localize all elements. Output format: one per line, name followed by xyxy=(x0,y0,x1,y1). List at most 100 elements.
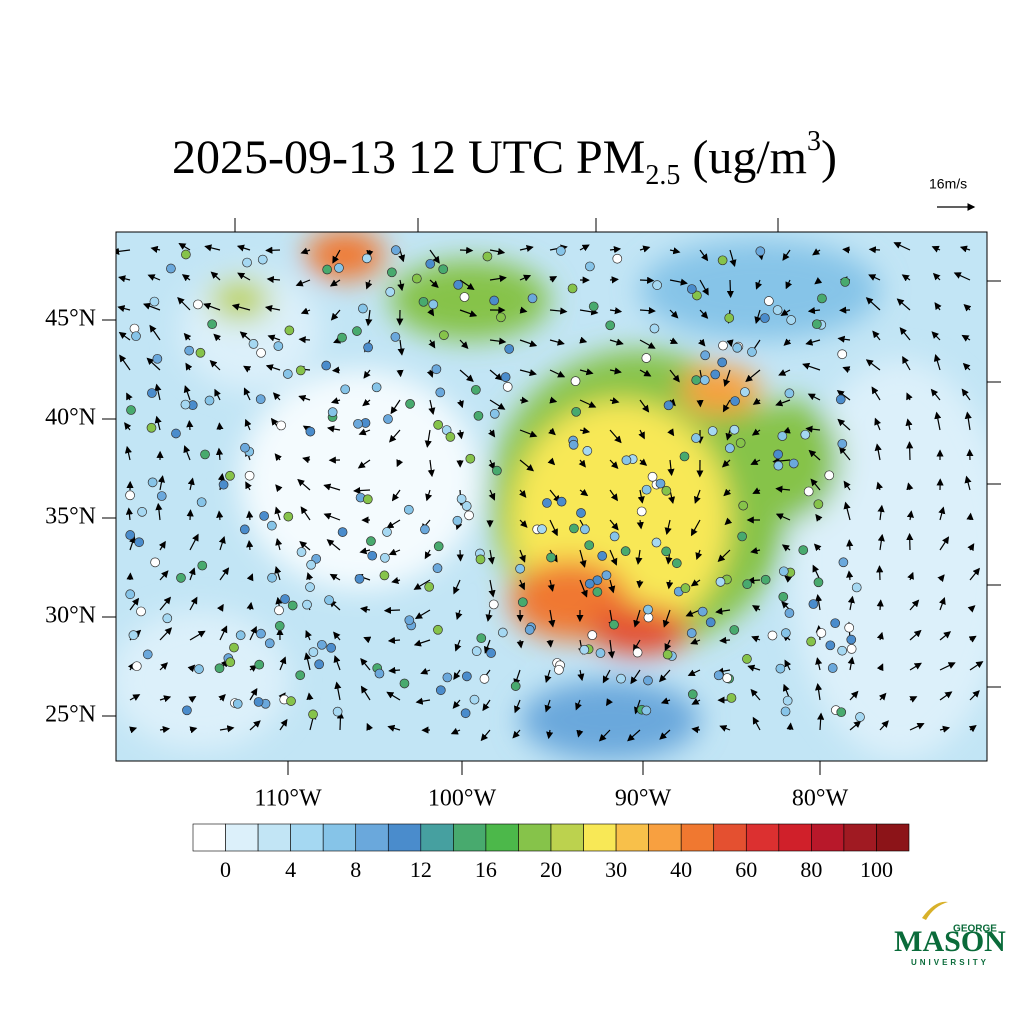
station-dot xyxy=(779,592,788,601)
station-dot xyxy=(606,321,615,330)
station-dot xyxy=(789,459,798,468)
station-dot xyxy=(446,432,455,441)
station-dot xyxy=(454,280,463,289)
station-dot xyxy=(650,324,659,333)
wind-arrow xyxy=(610,279,618,280)
wind-arrow xyxy=(849,540,850,550)
station-dot xyxy=(354,419,363,428)
station-dot xyxy=(841,277,850,286)
station-dot xyxy=(501,373,510,382)
station-dot xyxy=(127,406,136,415)
station-dot xyxy=(281,595,290,604)
station-dot xyxy=(176,573,185,582)
wind-arrow xyxy=(219,423,220,430)
station-dot xyxy=(151,558,160,567)
colorbar-label: 100 xyxy=(860,857,893,882)
colorbar-swatch xyxy=(258,824,291,851)
station-dot xyxy=(201,450,210,459)
station-dot xyxy=(303,600,312,609)
station-dot xyxy=(609,620,618,629)
station-dot xyxy=(129,631,138,640)
longitude-label: 80°W xyxy=(792,786,849,812)
station-dot xyxy=(182,706,191,715)
station-dot xyxy=(733,343,742,352)
station-dot xyxy=(135,538,144,547)
title: 2025-09-13 12 UTC PM2.5 (ug/m3) xyxy=(172,126,837,191)
station-dot xyxy=(785,609,794,618)
station-dot xyxy=(496,313,505,322)
station-dot xyxy=(698,607,707,616)
station-dot xyxy=(404,505,413,514)
station-dot xyxy=(761,575,770,584)
station-dot xyxy=(516,564,525,573)
station-dot xyxy=(725,444,734,453)
station-dot xyxy=(760,314,769,323)
station-dot xyxy=(380,571,389,580)
station-dot xyxy=(653,281,662,290)
station-dot xyxy=(589,302,598,311)
station-dot xyxy=(380,553,389,562)
station-dot xyxy=(525,625,534,634)
station-dot xyxy=(470,695,479,704)
station-dot xyxy=(836,395,845,404)
colorbar-label: 12 xyxy=(410,857,432,882)
wind-arrow xyxy=(880,600,881,610)
station-dot xyxy=(457,494,466,503)
station-dot xyxy=(391,246,400,255)
colorbar-swatch xyxy=(616,824,649,851)
colorbar-swatch xyxy=(323,824,356,851)
station-dot xyxy=(692,376,701,385)
station-dot xyxy=(366,537,375,546)
station-dot xyxy=(352,327,361,336)
station-dot xyxy=(296,671,305,680)
station-dot xyxy=(537,525,546,534)
colorbar-swatch xyxy=(291,824,324,851)
station-dot xyxy=(322,361,331,370)
station-dot xyxy=(147,423,156,432)
station-dot xyxy=(132,332,141,341)
station-dot xyxy=(328,408,337,417)
station-dot xyxy=(419,297,428,306)
station-dot xyxy=(680,452,689,461)
station-dot xyxy=(743,580,752,589)
station-dot xyxy=(153,354,162,363)
station-dot xyxy=(664,401,673,410)
colorbar-label: 40 xyxy=(670,857,692,882)
station-dot xyxy=(554,665,563,674)
station-dot xyxy=(420,525,429,534)
station-dot xyxy=(196,348,205,357)
station-dot xyxy=(774,450,783,459)
station-dot xyxy=(672,559,681,568)
station-dot xyxy=(249,339,258,348)
wind-arrow xyxy=(190,510,191,520)
station-dot xyxy=(747,347,756,356)
station-dot xyxy=(375,669,384,678)
station-dot xyxy=(194,665,203,674)
station-dot xyxy=(779,567,788,576)
colorbar-label: 0 xyxy=(220,857,231,882)
station-dot xyxy=(838,350,847,359)
longitude-label: 110°W xyxy=(254,786,322,812)
station-dot xyxy=(274,342,283,351)
station-dot xyxy=(386,287,395,296)
station-dot xyxy=(662,547,671,556)
station-dot xyxy=(557,497,566,506)
colorbar-label: 20 xyxy=(540,857,562,882)
station-dot xyxy=(466,454,475,463)
station-dot xyxy=(391,332,400,341)
station-dot xyxy=(838,646,847,655)
colorbar-swatch xyxy=(226,824,259,851)
station-dot xyxy=(219,480,228,489)
station-dot xyxy=(580,525,589,534)
station-dot xyxy=(358,304,367,313)
station-dot xyxy=(716,577,725,586)
station-dot xyxy=(825,471,834,480)
station-dot xyxy=(297,548,306,557)
station-dot xyxy=(768,631,777,640)
station-dot xyxy=(436,388,445,397)
station-dot xyxy=(644,605,653,614)
station-dot xyxy=(138,507,147,516)
station-dot xyxy=(764,297,773,306)
station-dot xyxy=(425,582,434,591)
station-dot xyxy=(406,399,415,408)
